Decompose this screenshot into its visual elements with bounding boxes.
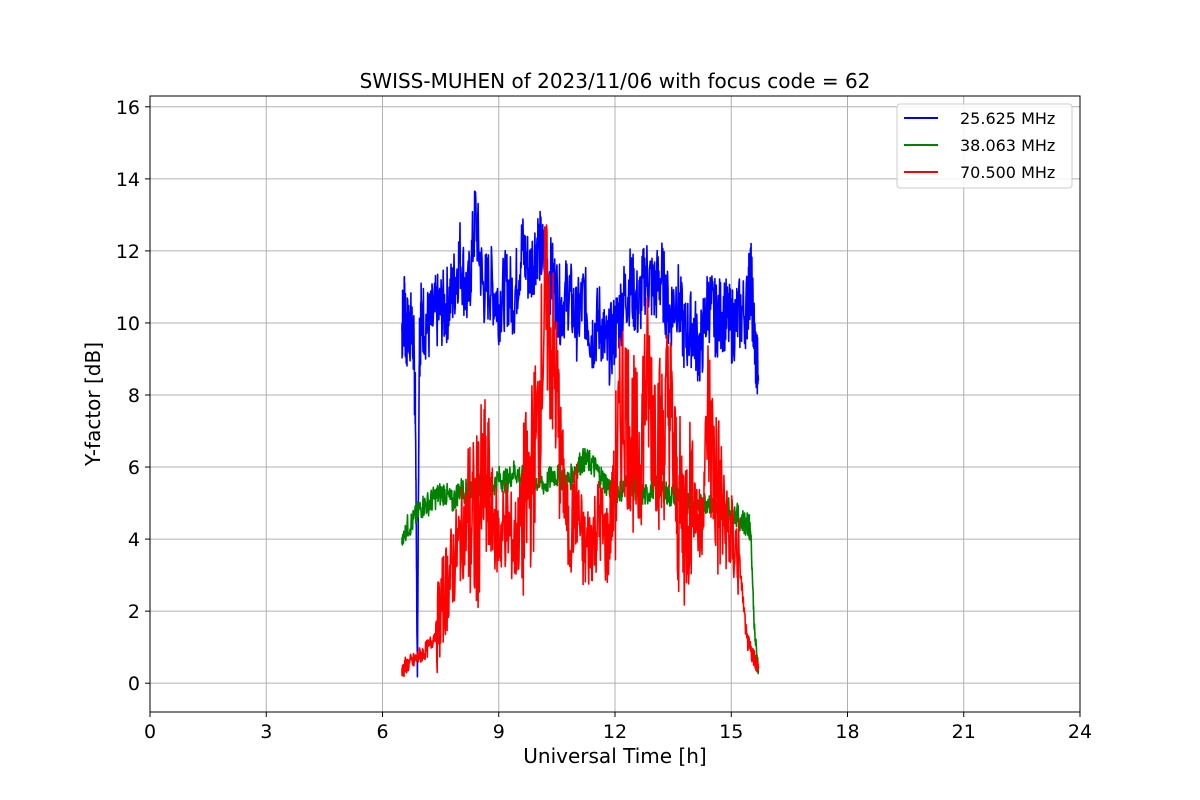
x-tick-label: 12 [603,721,627,743]
y-tick-label: 0 [128,673,140,695]
x-tick-label: 9 [493,721,505,743]
y-tick-label: 6 [128,457,140,479]
x-tick-label: 0 [144,721,156,743]
x-tick-label: 24 [1068,721,1092,743]
y-axis: 0 2 4 6 8 10 12 14 16 [116,97,150,695]
legend-label-38-063: 38.063 MHz [960,136,1055,155]
x-axis-title: Universal Time [h] [523,744,706,768]
y-tick-label: 8 [128,385,140,407]
x-tick-label: 21 [952,721,976,743]
y-tick-label: 16 [116,97,140,119]
x-tick-label: 15 [719,721,743,743]
y-tick-label: 2 [128,601,140,623]
series-line-38-063 [401,447,760,675]
series-group [401,190,760,678]
series-line-70-500 [401,224,760,677]
y-tick-label: 4 [128,529,140,551]
legend: 25.625 MHz 38.063 MHz 70.500 MHz [896,103,1073,189]
y-tick-label: 12 [116,241,140,263]
chart-title: SWISS-MUHEN of 2023/11/06 with focus cod… [360,69,871,93]
legend-label-25-625: 25.625 MHz [960,109,1055,128]
y-tick-label: 10 [116,313,140,335]
series-line-25-625 [401,190,760,678]
x-tick-label: 3 [260,721,272,743]
legend-box [896,103,1073,189]
x-axis: 0 3 6 9 12 15 18 21 24 [144,712,1092,743]
y-tick-label: 14 [116,169,140,191]
x-tick-label: 6 [376,721,388,743]
y-axis-title: Y-factor [dB] [81,342,105,467]
legend-label-70-500: 70.500 MHz [960,163,1055,182]
x-tick-label: 18 [835,721,859,743]
